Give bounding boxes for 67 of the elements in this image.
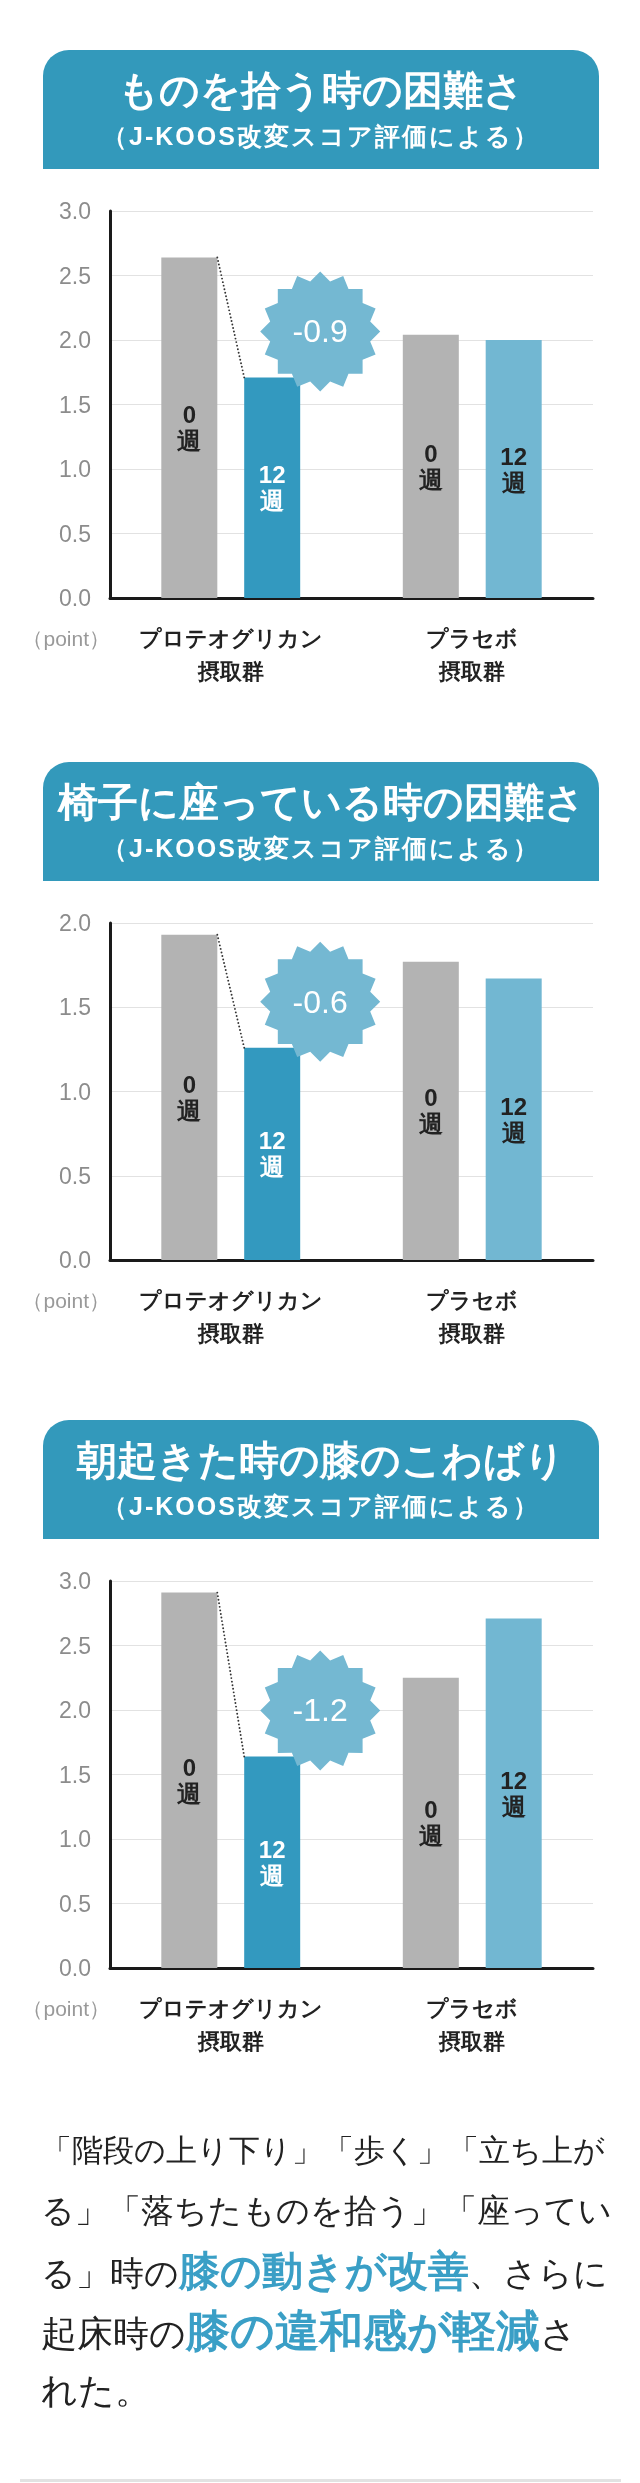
y-tick-label: 1.0 bbox=[59, 1078, 91, 1105]
y-tick-label: 0.0 bbox=[59, 1955, 91, 1981]
bar bbox=[161, 1592, 218, 1968]
text: 0週 bbox=[418, 1796, 443, 1850]
text: 12週 bbox=[500, 1766, 528, 1820]
bar bbox=[485, 1618, 542, 1968]
text: 0週 bbox=[418, 439, 443, 493]
text: れた。 bbox=[41, 2369, 151, 2413]
x-tick-label: プロテオグリカン摂取群 bbox=[138, 1996, 323, 2054]
y-tick-label: 2.0 bbox=[59, 910, 91, 936]
y-tick-label: 1.5 bbox=[59, 994, 91, 1021]
y-tick-label: 3.0 bbox=[59, 198, 91, 224]
series-label: 12週 bbox=[258, 461, 286, 515]
series-label: 12週 bbox=[258, 1127, 286, 1181]
text: 12週 bbox=[500, 1092, 528, 1146]
chart-title: ものを拾う時の困難さ bbox=[117, 67, 525, 114]
y-axis-title: （point） bbox=[22, 626, 110, 650]
text: 12週 bbox=[500, 442, 528, 496]
y-tick-label: 0.0 bbox=[59, 585, 91, 611]
chart-subtitle: （J-KOOS改変スコア評価による） bbox=[101, 121, 541, 152]
series-label: 0週 bbox=[177, 1753, 202, 1807]
x-tick-label: プロテオグリカン摂取群 bbox=[138, 626, 323, 684]
annotation: -0.6 bbox=[292, 983, 348, 1020]
bar bbox=[161, 934, 218, 1260]
text: 「階段の上り下り」「歩く」「立ち上が bbox=[41, 2132, 605, 2170]
x-tick-label: プラセボ摂取群 bbox=[426, 1288, 519, 1346]
y-tick-label: 0.5 bbox=[59, 520, 91, 547]
y-tick-label: 0.5 bbox=[59, 1162, 91, 1189]
text: る」「落ちたものを拾う」「座ってい bbox=[41, 2191, 612, 2231]
series-label: 0週 bbox=[177, 401, 202, 455]
y-tick-label: 2.5 bbox=[59, 1632, 91, 1659]
annotation: -1.2 bbox=[292, 1692, 348, 1729]
y-tick-label: 2.0 bbox=[59, 327, 91, 353]
x-tick-label: プラセボ摂取群 bbox=[426, 1996, 519, 2054]
text: 起床時の bbox=[41, 2313, 186, 2356]
text: 膝の違和感が軽減 bbox=[186, 2305, 540, 2357]
y-tick-label: 1.0 bbox=[59, 1826, 91, 1852]
text: 0週 bbox=[418, 1084, 443, 1138]
text: る」時の bbox=[41, 2255, 179, 2294]
y-tick-label: 2.5 bbox=[59, 262, 91, 289]
text: 膝の動きが改善 bbox=[179, 2247, 469, 2296]
y-tick-label: 0.5 bbox=[59, 1890, 91, 1917]
annotation: -0.9 bbox=[292, 313, 348, 350]
y-axis-title: （point） bbox=[22, 1288, 110, 1312]
chart-title: 朝起きた時の膝のこわばり bbox=[75, 1437, 566, 1484]
chart-subtitle: （J-KOOS改変スコア評価による） bbox=[101, 833, 541, 864]
y-tick-label: 1.5 bbox=[59, 1761, 91, 1788]
x-tick-label: プロテオグリカン摂取群 bbox=[138, 1288, 323, 1346]
y-tick-label: 2.0 bbox=[59, 1697, 91, 1723]
series-label: 0週 bbox=[177, 1070, 202, 1124]
y-tick-label: 1.5 bbox=[59, 391, 91, 418]
bar bbox=[402, 334, 459, 598]
y-tick-label: 1.0 bbox=[59, 456, 91, 482]
y-tick-label: 0.0 bbox=[59, 1247, 91, 1273]
text: 、さらに bbox=[469, 2254, 608, 2294]
bar bbox=[161, 257, 218, 598]
chart-subtitle: （J-KOOS改変スコア評価による） bbox=[101, 1491, 541, 1522]
bar bbox=[485, 978, 542, 1260]
series-label: 12週 bbox=[258, 1835, 286, 1889]
x-tick-label: プラセボ摂取群 bbox=[426, 626, 519, 684]
bar bbox=[402, 961, 459, 1260]
bar bbox=[402, 1677, 459, 1968]
chart-title: 椅子に座っている時の困難さ bbox=[56, 779, 586, 826]
text: さ bbox=[540, 2312, 577, 2356]
bar bbox=[485, 340, 542, 598]
y-axis-title: （point） bbox=[22, 1996, 110, 2020]
y-tick-label: 3.0 bbox=[59, 1568, 91, 1594]
